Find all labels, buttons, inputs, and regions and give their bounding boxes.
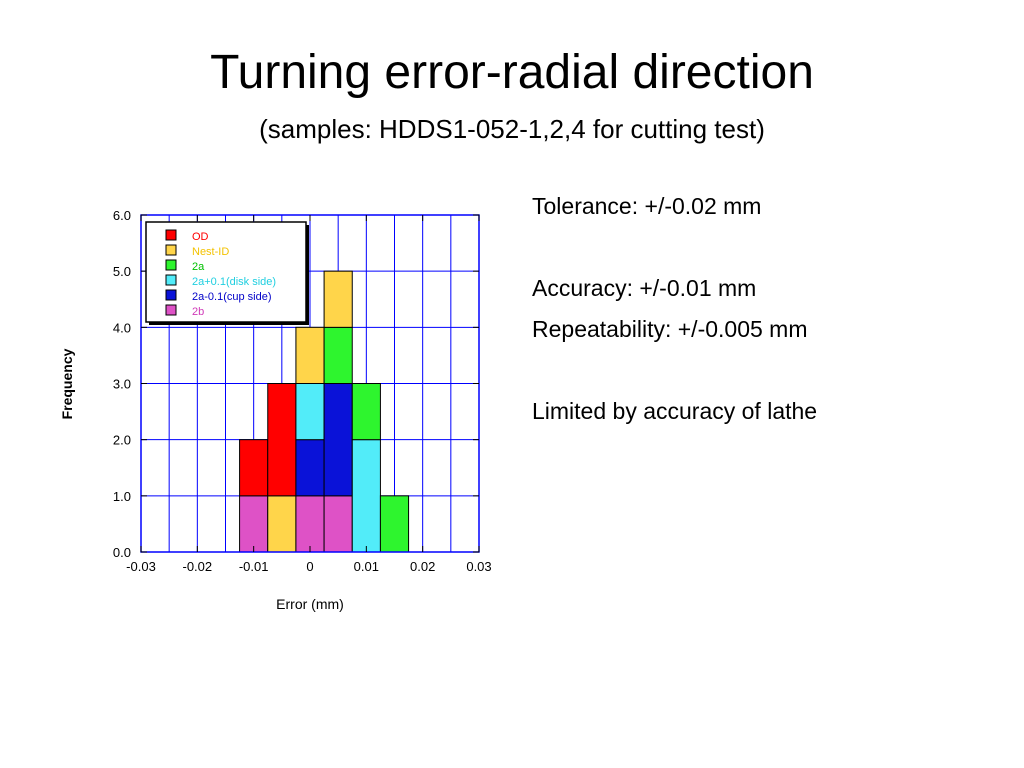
x-axis-label: Error (mm)	[276, 596, 344, 612]
bar-segment-2a-0-1-cup-side-	[295, 439, 325, 497]
note-limitation: Limited by accuracy of lathe	[532, 398, 818, 424]
x-tick-label: -0.02	[183, 559, 213, 574]
legend-entry: Nest-ID	[192, 246, 229, 258]
bar-segment-2b	[295, 495, 325, 553]
x-tick-label: 0.02	[410, 559, 435, 574]
bar-segment-2a-0-1-disk-side-	[351, 439, 381, 553]
y-tick-label: 6.0	[113, 208, 131, 223]
bar-segment-2a-0-1-cup-side-	[323, 383, 353, 497]
legend-entry: 2a+0.1(disk side)	[192, 276, 276, 288]
legend-swatch	[165, 229, 177, 241]
note-repeatability: Repeatability: +/-0.005 mm	[532, 316, 808, 342]
legend-entry: 2a	[192, 261, 205, 273]
legend-swatch	[165, 304, 177, 316]
bar-segment-2a-0-1-disk-side-	[295, 383, 325, 441]
bar-segment-od	[239, 439, 269, 497]
bar-segment-2a	[323, 326, 353, 385]
note-accuracy: Accuracy: +/-0.01 mm	[532, 275, 757, 301]
legend-swatch	[165, 289, 177, 301]
bar-segment-2b	[239, 495, 269, 553]
legend-entry: 2a-0.1(cup side)	[192, 291, 272, 303]
x-tick-label: 0.03	[466, 559, 491, 574]
bar-segment-nest-id	[295, 326, 325, 385]
x-tick-label: 0	[306, 559, 313, 574]
legend-swatch	[165, 244, 177, 256]
x-tick-label: 0.01	[354, 559, 379, 574]
x-tick-label: -0.03	[126, 559, 156, 574]
y-tick-label: 1.0	[113, 489, 131, 504]
bar-segment-nest-id	[323, 270, 353, 328]
bar-segment-2a	[351, 383, 381, 441]
legend-swatch	[165, 274, 177, 286]
notes-panel: Tolerance: +/-0.02 mm Accuracy: +/-0.01 …	[532, 186, 1002, 432]
y-tick-label: 4.0	[113, 320, 131, 335]
bar-segment-2a	[379, 495, 410, 553]
bar-segment-2b	[323, 495, 353, 553]
note-tolerance: Tolerance: +/-0.02 mm	[532, 193, 762, 219]
bar-segment-od	[267, 383, 297, 497]
slide-subtitle: (samples: HDDS1-052-1,2,4 for cutting te…	[259, 114, 765, 144]
legend-entry: 2b	[192, 306, 204, 318]
y-tick-label: 3.0	[113, 377, 131, 392]
slide-title: Turning error-radial direction	[210, 46, 814, 99]
y-tick-label: 5.0	[113, 264, 131, 279]
bar-segment-nest-id	[267, 495, 297, 553]
y-tick-label: 0.0	[113, 545, 131, 560]
legend: OD Nest-ID 2a 2a+0.1(disk side) 2a-0.1(cup s…	[145, 221, 307, 323]
legend-entry: OD	[192, 231, 209, 243]
y-tick-label: 2.0	[113, 433, 131, 448]
y-axis-label: Frequency	[59, 348, 75, 419]
legend-swatch	[165, 259, 177, 271]
x-tick-label: -0.01	[239, 559, 269, 574]
